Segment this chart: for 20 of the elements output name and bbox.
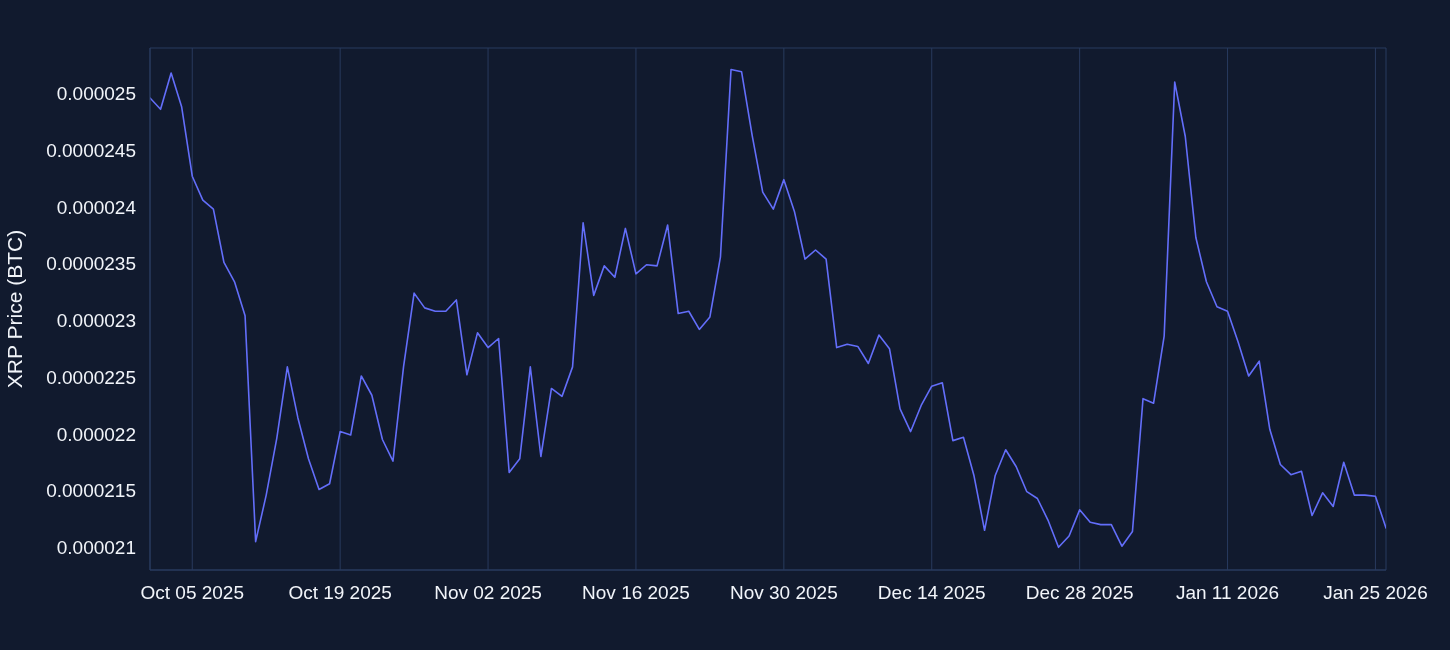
x-tick-label: Dec 14 2025 bbox=[877, 582, 986, 604]
x-tick-label: Nov 16 2025 bbox=[582, 582, 690, 604]
x-tick-label: Oct 19 2025 bbox=[288, 582, 392, 604]
y-tick-label: 0.0000225 bbox=[46, 366, 136, 388]
line-series bbox=[150, 68, 1386, 549]
x-tick-label: Nov 02 2025 bbox=[434, 582, 542, 604]
x-tick-label: Oct 05 2025 bbox=[140, 582, 245, 604]
x-tick-label: Jan 25 2026 bbox=[1323, 582, 1428, 604]
y-tick-label: 0.000021 bbox=[56, 537, 136, 559]
y-tick-label: 0.000024 bbox=[56, 196, 137, 218]
x-tick-label: Dec 28 2025 bbox=[1025, 582, 1134, 604]
y-tick-label: 0.0000215 bbox=[46, 480, 136, 502]
y-tick-label: 0.000025 bbox=[56, 83, 136, 105]
y-tick-label: 0.000023 bbox=[56, 310, 136, 332]
x-tick-label: Nov 30 2025 bbox=[729, 582, 838, 604]
x-tick-label: Jan 11 2026 bbox=[1175, 582, 1280, 604]
y-axis-title: XRP Price (BTC) bbox=[3, 229, 27, 389]
y-tick-label: 0.000022 bbox=[56, 423, 136, 445]
y-tick-label: 0.0000245 bbox=[46, 139, 136, 161]
y-tick-label: 0.0000235 bbox=[46, 253, 136, 275]
